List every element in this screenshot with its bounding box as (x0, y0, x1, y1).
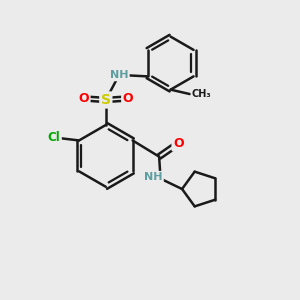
Text: NH: NH (144, 172, 163, 182)
Text: CH₃: CH₃ (191, 89, 211, 99)
Text: O: O (123, 92, 133, 105)
Text: O: O (173, 137, 184, 150)
Text: NH: NH (110, 70, 128, 80)
Text: S: S (101, 93, 111, 107)
Text: Cl: Cl (48, 131, 60, 144)
Text: O: O (78, 92, 89, 105)
